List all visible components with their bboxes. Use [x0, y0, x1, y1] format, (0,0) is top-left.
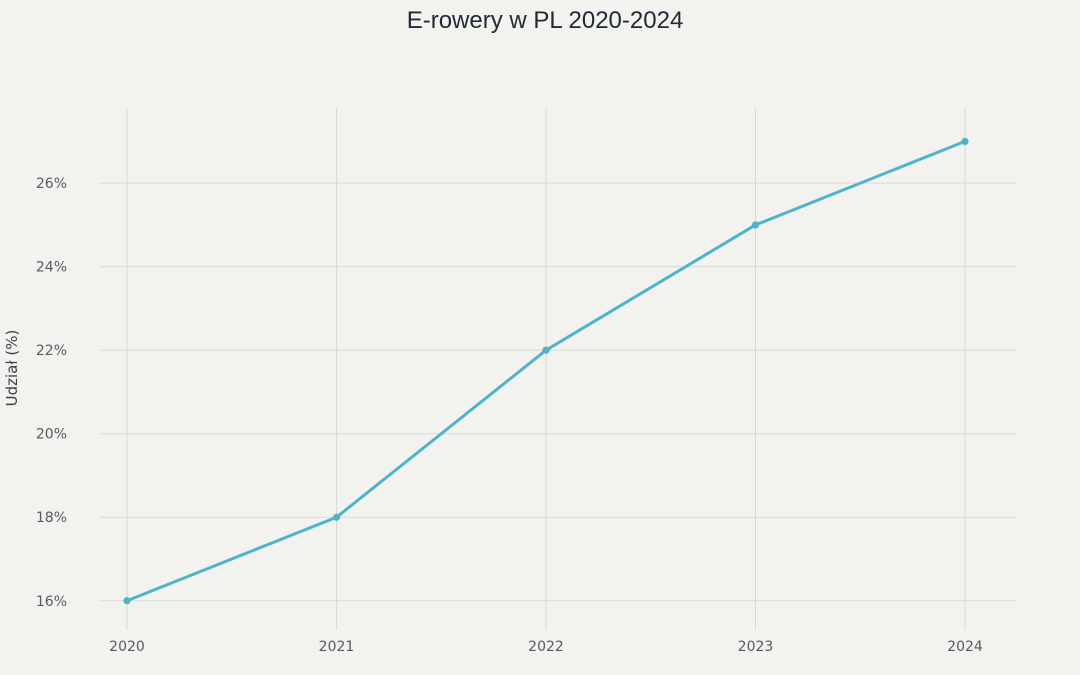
data-point [123, 597, 131, 605]
x-tick-label: 2020 [109, 639, 145, 655]
data-point [332, 513, 341, 521]
x-tick-label: 2021 [319, 639, 355, 655]
grid [100, 108, 1016, 630]
x-tick-label: 2023 [738, 639, 774, 655]
x-tick-label: 2022 [528, 639, 564, 655]
chart-title: E-rowery w PL 2020-2024 [407, 7, 684, 34]
y-tick-label: 16% [36, 594, 67, 610]
series [123, 137, 969, 605]
data-point [542, 346, 550, 354]
y-tick-label: 22% [36, 343, 67, 359]
y-axis-title: Udział (%) [3, 330, 21, 407]
x-tick-label: 2024 [947, 639, 983, 655]
data-point [751, 221, 760, 229]
axis-ticks: 2020 2021 2022 2023 2024 16% 18% 20% 22% 24% 26% [36, 176, 983, 655]
y-tick-label: 26% [36, 176, 67, 192]
y-tick-label: 24% [36, 260, 67, 276]
y-tick-label: 18% [36, 510, 67, 526]
y-tick-label: 20% [36, 427, 67, 443]
data-point [961, 137, 969, 146]
